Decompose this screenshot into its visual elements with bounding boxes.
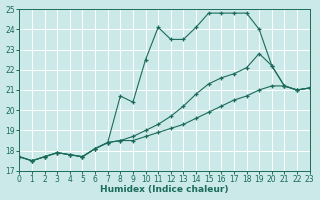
X-axis label: Humidex (Indice chaleur): Humidex (Indice chaleur) — [100, 185, 229, 194]
